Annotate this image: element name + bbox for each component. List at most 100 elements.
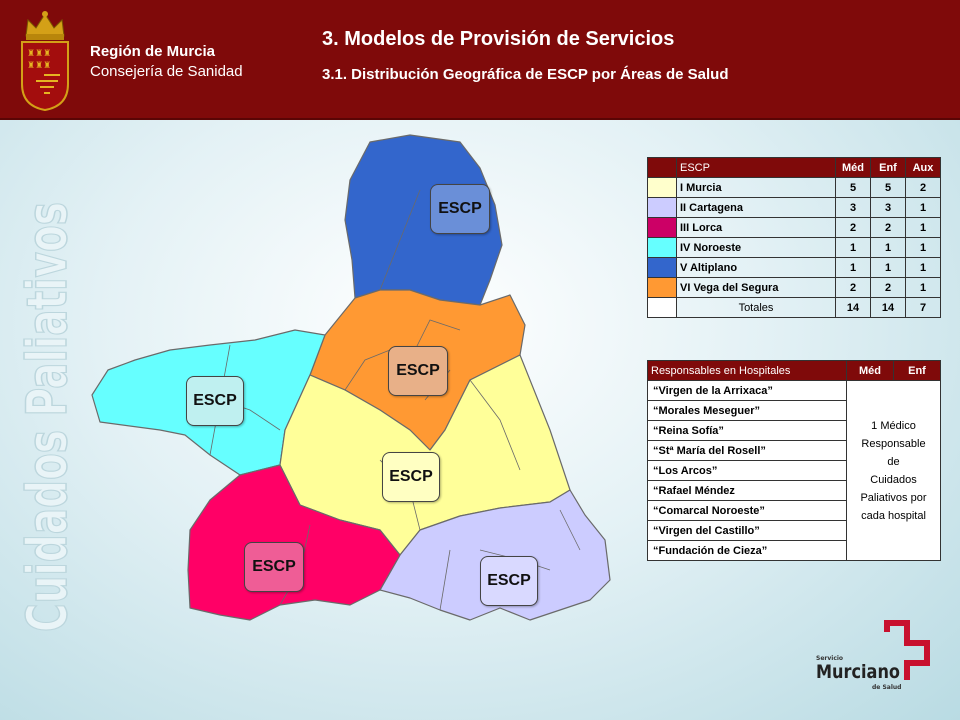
col-aux: Aux xyxy=(905,157,941,178)
region-label: Región de Murcia Consejería de Sanidad xyxy=(90,42,243,82)
totals-label: Totales xyxy=(676,297,836,318)
cross-icon xyxy=(884,620,930,680)
escp-label-cartagena[interactable]: ESCP xyxy=(480,556,538,606)
coat-of-arms-icon: ♜♜♜ ♜♜♜ xyxy=(21,11,69,112)
hospital-name: “Comarcal Noroeste” xyxy=(647,500,847,521)
escp-label-noroeste[interactable]: ESCP xyxy=(186,376,244,426)
escp-table-row: IV Noroeste 1 1 1 xyxy=(647,237,941,258)
area-name: III Lorca xyxy=(676,217,836,238)
hospital-row: “Los Arcos” xyxy=(647,460,941,481)
area-name: I Murcia xyxy=(676,177,836,198)
aux-count: 1 xyxy=(905,277,941,298)
escp-label-vega[interactable]: ESCP xyxy=(388,346,448,396)
hospital-row: “Rafael Méndez xyxy=(647,480,941,501)
escp-table-row: II Cartagena 3 3 1 xyxy=(647,197,941,218)
hospital-name: “Los Arcos” xyxy=(647,460,847,481)
col-escp: ESCP xyxy=(676,157,836,178)
med-count: 2 xyxy=(835,277,871,298)
enf-count: 1 xyxy=(870,237,906,258)
escp-table-totals: Totales 14 14 7 xyxy=(647,297,941,318)
aux-count: 1 xyxy=(905,237,941,258)
area-color-swatch xyxy=(647,257,677,278)
hospital-name: “Fundación de Cieza” xyxy=(647,540,847,561)
hospital-row: “Stª María del Rosell” xyxy=(647,440,941,461)
med-count: 1 xyxy=(835,257,871,278)
hospital-row: “Virgen de la Arrixaca” 1 Médico Responsab… xyxy=(647,380,941,561)
totals-swatch xyxy=(647,297,677,318)
logo-line2: Murciano xyxy=(816,661,900,683)
med-count: 1 xyxy=(835,237,871,258)
total-enf: 14 xyxy=(870,297,906,318)
enf-count: 3 xyxy=(870,197,906,218)
swatch-header xyxy=(647,157,677,178)
area-name: IV Noroeste xyxy=(676,237,836,258)
note-line: Cuidados xyxy=(870,473,917,486)
hospital-name: “Virgen del Castillo” xyxy=(647,520,847,541)
aux-count: 1 xyxy=(905,257,941,278)
logo-line1: Servicio xyxy=(816,655,843,662)
hospital-table-header: Responsables en Hospitales Méd Enf xyxy=(647,360,941,381)
area-color-swatch xyxy=(647,197,677,218)
area-color-swatch xyxy=(647,217,677,238)
enf-count: 2 xyxy=(870,277,906,298)
aux-count: 1 xyxy=(905,217,941,238)
escp-table-row: V Altiplano 1 1 1 xyxy=(647,257,941,278)
slide-subtitle: 3.1. Distribución Geográfica de ESCP por… xyxy=(322,66,729,83)
escp-label-lorca[interactable]: ESCP xyxy=(244,542,304,592)
escp-table: ESCP Méd Enf Aux I Murcia 5 5 2 II Cartagena… xyxy=(647,157,941,318)
sms-logo: Servicio Murciano de Salud xyxy=(816,620,930,691)
svg-text:♜♜♜: ♜♜♜ xyxy=(27,49,51,59)
hospital-row: “Reina Sofía” xyxy=(647,420,941,441)
aux-count: 2 xyxy=(905,177,941,198)
col-hospital: Responsables en Hospitales xyxy=(647,360,847,381)
med-count: 5 xyxy=(835,177,871,198)
escp-label-murcia[interactable]: ESCP xyxy=(382,452,440,502)
responsible-note: 1 Médico Responsable de Cuidados Paliativos … xyxy=(846,380,941,561)
med-count: 2 xyxy=(835,217,871,238)
logo-line3: de Salud xyxy=(872,684,901,691)
col-med: Méd xyxy=(846,360,894,381)
slide-title: 3. Modelos de Provisión de Servicios xyxy=(322,28,675,50)
col-enf: Enf xyxy=(870,157,906,178)
hospital-name: “Rafael Méndez xyxy=(647,480,847,501)
escp-table-header: ESCP Méd Enf Aux xyxy=(647,157,941,178)
note-line: Paliativos por xyxy=(860,491,927,504)
note-line: 1 Médico xyxy=(871,419,916,432)
area-name: VI Vega del Segura xyxy=(676,277,836,298)
escp-label-altiplano[interactable]: ESCP xyxy=(430,184,490,234)
hospital-name: “Morales Meseguer” xyxy=(647,400,847,421)
department-name: Consejería de Sanidad xyxy=(90,63,243,80)
header-bar: ♜♜♜ ♜♜♜ Región de Murcia Consejería de S… xyxy=(0,0,960,120)
map-area-cartagena[interactable] xyxy=(379,489,611,621)
side-title-text: Cuidados Paliativos xyxy=(18,202,79,632)
total-med: 14 xyxy=(835,297,871,318)
hospital-name: “Reina Sofía” xyxy=(647,420,847,441)
area-name: II Cartagena xyxy=(676,197,836,218)
area-color-swatch xyxy=(647,277,677,298)
col-enf: Enf xyxy=(893,360,941,381)
total-aux: 7 xyxy=(905,297,941,318)
hospital-row: “Fundación de Cieza” xyxy=(647,540,941,561)
hospital-name: “Virgen de la Arrixaca” xyxy=(647,380,847,401)
enf-count: 5 xyxy=(870,177,906,198)
svg-text:♜♜♜: ♜♜♜ xyxy=(27,61,51,71)
area-color-swatch xyxy=(647,237,677,258)
hospital-table: Responsables en Hospitales Méd Enf “Virg… xyxy=(647,360,941,561)
escp-table-row: I Murcia 5 5 2 xyxy=(647,177,941,198)
note-line: cada hospital xyxy=(861,509,926,522)
enf-count: 1 xyxy=(870,257,906,278)
note-line: Responsable xyxy=(861,437,926,450)
med-count: 3 xyxy=(835,197,871,218)
enf-count: 2 xyxy=(870,217,906,238)
escp-table-row: III Lorca 2 2 1 xyxy=(647,217,941,238)
area-color-swatch xyxy=(647,177,677,198)
col-med: Méd xyxy=(835,157,871,178)
escp-table-row: VI Vega del Segura 2 2 1 xyxy=(647,277,941,298)
region-name: Región de Murcia xyxy=(90,43,216,60)
area-name: V Altiplano xyxy=(676,257,836,278)
aux-count: 1 xyxy=(905,197,941,218)
note-line: de xyxy=(887,455,900,468)
side-title: Cuidados Paliativos xyxy=(18,201,80,633)
hospital-row: “Virgen del Castillo” xyxy=(647,520,941,541)
hospital-name: “Stª María del Rosell” xyxy=(647,440,847,461)
